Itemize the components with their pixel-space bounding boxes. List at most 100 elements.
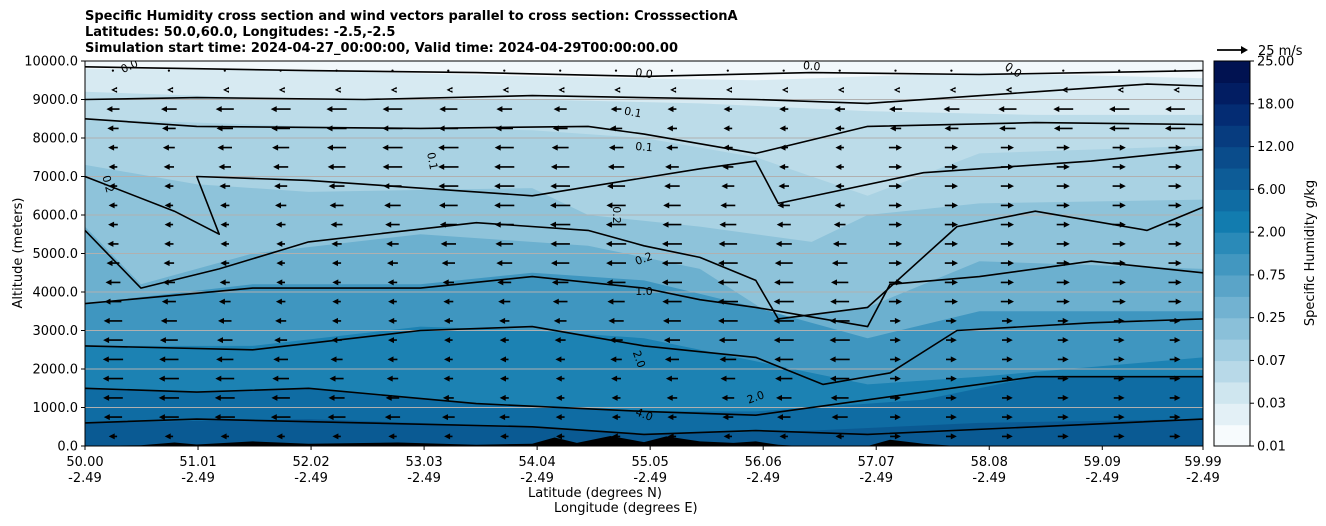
wind-vector-400 — [1174, 69, 1177, 72]
wind-vector-233 — [776, 221, 791, 228]
wind-vector-253 — [777, 202, 790, 209]
colorbar-segment-6 — [1214, 296, 1250, 319]
x-tick-label-lon-6: -2.49 — [746, 471, 780, 486]
wind-vector-349 — [553, 106, 567, 113]
wind-vector-205 — [331, 240, 342, 247]
contour-label-3: 0.0 — [802, 59, 821, 73]
contour-label-14: 4.0 — [634, 406, 655, 424]
wind-vector-209 — [550, 240, 570, 247]
wind-vector-311 — [666, 144, 678, 151]
contour-label-2: 0.0 — [635, 66, 654, 81]
wind-vector-367 — [446, 86, 453, 93]
colorbar-tick-label-3: 0.25 — [1257, 311, 1286, 326]
wind-vector-271 — [664, 183, 680, 190]
wind-vector-346 — [382, 106, 403, 113]
wind-vector-112 — [718, 337, 737, 344]
contour-line-1 — [85, 66, 1203, 78]
x-tick-label-lon-5: -2.49 — [633, 471, 667, 486]
wind-vector-303 — [217, 144, 232, 151]
wind-vector-138 — [1057, 317, 1069, 324]
wind-reference-key: 25 m/s — [1217, 44, 1303, 59]
wind-vector-56 — [946, 394, 957, 401]
y-tick-label-5: 5000.0 — [33, 247, 79, 262]
wind-vector-288 — [494, 163, 515, 170]
colorbar-segment-3 — [1214, 360, 1250, 383]
chart-title-line-3: Simulation start time: 2024-04-27_00:00:… — [85, 41, 678, 56]
wind-vector-336 — [944, 125, 959, 132]
wind-vector-230 — [605, 221, 627, 228]
wind-vector-190 — [606, 260, 626, 267]
wind-vector-289 — [550, 163, 570, 170]
wind-vector-150 — [607, 298, 625, 305]
x-tick-label-lat-7: 57.07 — [858, 455, 895, 470]
wind-reference-label: 25 m/s — [1258, 44, 1303, 59]
x-tick-label-lon-4: -2.49 — [520, 471, 554, 486]
x-tick-label-lon-0: -2.49 — [68, 471, 102, 486]
colorbar-tick-label-0: 0.01 — [1257, 440, 1286, 455]
wind-vector-120 — [1169, 337, 1181, 344]
wind-vector-128 — [499, 317, 510, 324]
wind-vector-275 — [888, 183, 903, 190]
wind-vector-137 — [1002, 317, 1013, 324]
wind-vector-140 — [1169, 317, 1181, 324]
wind-vector-263 — [219, 183, 231, 190]
wind-vector-193 — [774, 260, 793, 267]
wind-vector-42 — [158, 394, 179, 401]
wind-vector-23 — [214, 414, 235, 421]
wind-vector-337 — [999, 125, 1016, 132]
wind-vector-22 — [158, 414, 179, 421]
wind-vector-285 — [327, 163, 346, 170]
wind-vector-312 — [723, 144, 733, 151]
wind-vector-186 — [387, 260, 398, 267]
colorbar-segment-16 — [1214, 82, 1250, 105]
wind-vector-25 — [327, 414, 346, 421]
contour-label-9: 0.2 — [610, 206, 623, 224]
wind-vector-146 — [388, 298, 397, 305]
wind-vector-38 — [1057, 414, 1069, 421]
contour-line-5 — [85, 206, 1203, 320]
wind-vector-88 — [500, 356, 509, 363]
wind-vector-32 — [722, 414, 734, 421]
wind-vector-191 — [661, 260, 683, 267]
wind-vector-198 — [1056, 260, 1070, 267]
wind-vector-374 — [837, 86, 844, 93]
wind-vector-180 — [1168, 279, 1182, 286]
wind-vector-166 — [387, 279, 398, 286]
x-tick-label-lat-3: 53.03 — [405, 455, 442, 470]
colorbar-tick-label-8: 18.00 — [1257, 97, 1294, 112]
wind-vector-91 — [664, 356, 679, 363]
wind-vector-202 — [164, 240, 174, 247]
wind-vector-283 — [218, 163, 231, 170]
wind-vector-57 — [1002, 394, 1013, 401]
wind-vector-66 — [386, 375, 399, 382]
wind-vector-187 — [441, 260, 455, 267]
wind-vector-304 — [272, 144, 290, 151]
wind-vector-334 — [835, 125, 845, 132]
wind-vector-153 — [773, 298, 794, 305]
wind-vector-99 — [1113, 356, 1125, 363]
wind-vector-360 — [1165, 106, 1185, 113]
wind-vector-398 — [1062, 69, 1065, 72]
y-tick-label-10: 10000.0 — [24, 55, 78, 70]
wind-vector-132 — [718, 317, 738, 324]
colorbar-segment-15 — [1214, 103, 1250, 126]
wind-vector-3 — [220, 433, 229, 440]
y-axis: 0.0 1000.0 2000.0 3000.0 4000.0 5000.0 6000.0 7… — [24, 55, 85, 455]
x-tick-label-lon-8: -2.49 — [972, 471, 1006, 486]
wind-vector-78 — [1057, 375, 1069, 382]
wind-vector-333 — [779, 125, 788, 132]
wind-vector-236 — [944, 221, 958, 228]
colorbar-tick-label-6: 6.00 — [1257, 183, 1286, 198]
wind-vector-124 — [275, 317, 287, 324]
x-axis-label-longitude: Longitude (degrees E) — [554, 501, 698, 516]
wind-vector-30 — [611, 414, 621, 421]
wind-vector-110 — [609, 337, 623, 344]
y-tick-label-6: 6000.0 — [33, 209, 79, 224]
wind-vector-341 — [106, 106, 120, 113]
wind-vector-218 — [1056, 240, 1070, 247]
x-tick-label-lat-6: 56.06 — [745, 455, 782, 470]
contour-line-7 — [85, 318, 1203, 386]
y-tick-label-3: 3000.0 — [33, 324, 79, 339]
colorbar-segment-5 — [1214, 317, 1250, 340]
wind-vector-362 — [167, 86, 174, 93]
